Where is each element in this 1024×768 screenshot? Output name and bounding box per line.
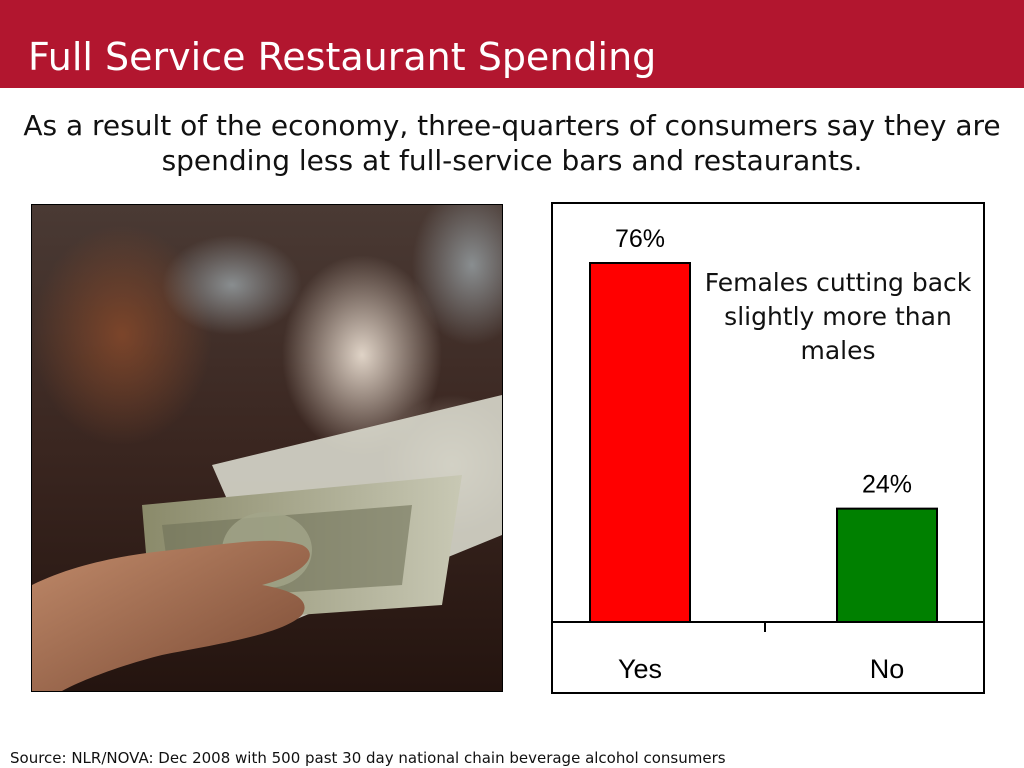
slide-subtitle: As a result of the economy, three-quarte… xyxy=(23,109,1001,177)
bar-yes xyxy=(589,262,691,623)
chart-annotation: Females cutting back slightly more than … xyxy=(704,268,972,365)
title-bar: Full Service Restaurant Spending xyxy=(0,0,1024,88)
source-note: Source: NLR/NOVA: Dec 2008 with 500 past… xyxy=(10,749,726,767)
slide-title: Full Service Restaurant Spending xyxy=(28,35,657,79)
data-label-yes: 76% xyxy=(615,225,665,253)
category-label-yes: Yes xyxy=(618,654,662,684)
bar-chart: 76% Yes 24% No Females cutting back slightl… xyxy=(551,202,985,694)
category-label-no: No xyxy=(870,654,905,684)
data-label-no: 24% xyxy=(862,471,912,499)
money-photo xyxy=(31,204,503,692)
bar-no xyxy=(836,507,938,624)
